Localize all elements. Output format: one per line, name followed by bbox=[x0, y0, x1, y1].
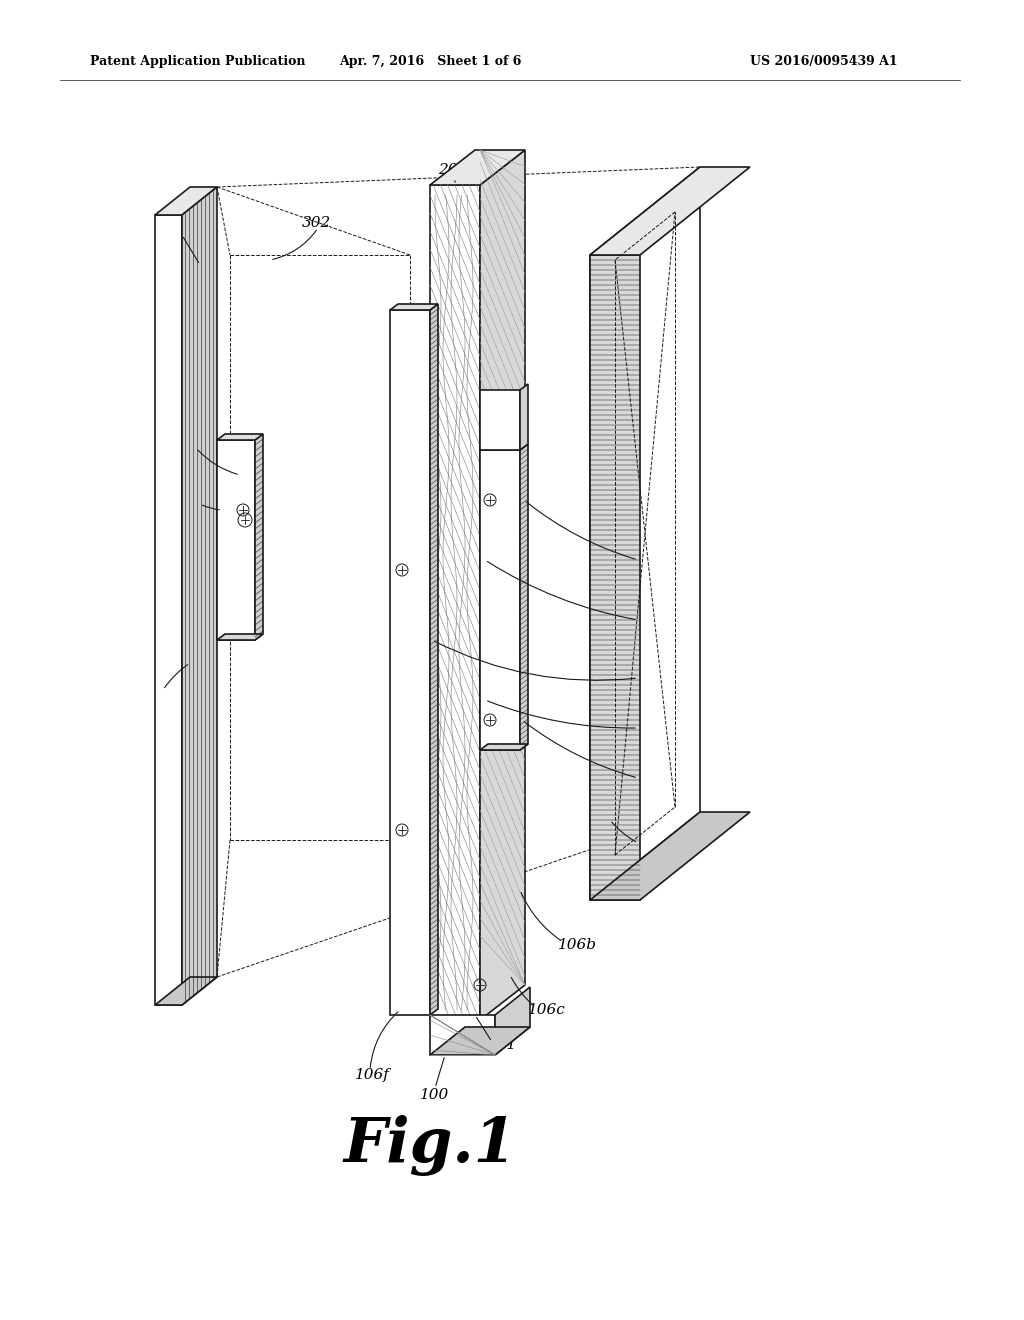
Polygon shape bbox=[590, 812, 750, 900]
Polygon shape bbox=[590, 168, 700, 900]
Text: 105: 105 bbox=[628, 723, 657, 737]
Polygon shape bbox=[390, 304, 438, 310]
Polygon shape bbox=[430, 1015, 495, 1055]
Text: 101: 101 bbox=[488, 1038, 517, 1052]
Polygon shape bbox=[590, 168, 750, 255]
Polygon shape bbox=[520, 384, 528, 450]
Polygon shape bbox=[217, 634, 263, 640]
Polygon shape bbox=[495, 987, 530, 1055]
Text: 106d: 106d bbox=[628, 673, 667, 686]
Text: 106e: 106e bbox=[155, 495, 194, 510]
Polygon shape bbox=[430, 185, 480, 1020]
Polygon shape bbox=[155, 977, 217, 1005]
Polygon shape bbox=[217, 434, 263, 440]
Polygon shape bbox=[480, 450, 520, 750]
Polygon shape bbox=[520, 444, 528, 750]
Polygon shape bbox=[480, 744, 528, 750]
Polygon shape bbox=[430, 150, 525, 185]
Text: 302: 302 bbox=[302, 216, 331, 230]
Polygon shape bbox=[590, 255, 640, 900]
Text: 106c: 106c bbox=[528, 1003, 565, 1016]
Text: 100: 100 bbox=[420, 1088, 450, 1102]
Polygon shape bbox=[480, 150, 525, 1020]
Text: 204: 204 bbox=[438, 162, 468, 177]
Text: Patent Application Publication: Patent Application Publication bbox=[90, 55, 305, 69]
Text: 103: 103 bbox=[628, 838, 657, 851]
Text: 106f: 106f bbox=[355, 1068, 390, 1082]
Text: 102: 102 bbox=[155, 653, 184, 667]
Text: 300: 300 bbox=[178, 261, 207, 275]
Text: Apr. 7, 2016   Sheet 1 of 6: Apr. 7, 2016 Sheet 1 of 6 bbox=[339, 55, 521, 69]
Polygon shape bbox=[480, 444, 528, 450]
Polygon shape bbox=[430, 304, 438, 1015]
Text: 106h: 106h bbox=[628, 774, 667, 787]
Polygon shape bbox=[430, 185, 480, 1020]
Polygon shape bbox=[155, 215, 182, 1005]
Text: Fig.1: Fig.1 bbox=[343, 1114, 516, 1176]
Polygon shape bbox=[390, 310, 430, 1015]
Polygon shape bbox=[255, 434, 263, 640]
Polygon shape bbox=[430, 1027, 530, 1055]
Polygon shape bbox=[155, 187, 217, 215]
Polygon shape bbox=[182, 187, 217, 1005]
Text: 401: 401 bbox=[168, 438, 198, 451]
Text: 106a: 106a bbox=[628, 615, 667, 630]
Polygon shape bbox=[217, 440, 255, 640]
Text: US 2016/0095439 A1: US 2016/0095439 A1 bbox=[750, 55, 898, 69]
Polygon shape bbox=[480, 389, 520, 450]
Text: 106b: 106b bbox=[558, 939, 597, 952]
Text: 106g: 106g bbox=[628, 556, 667, 570]
